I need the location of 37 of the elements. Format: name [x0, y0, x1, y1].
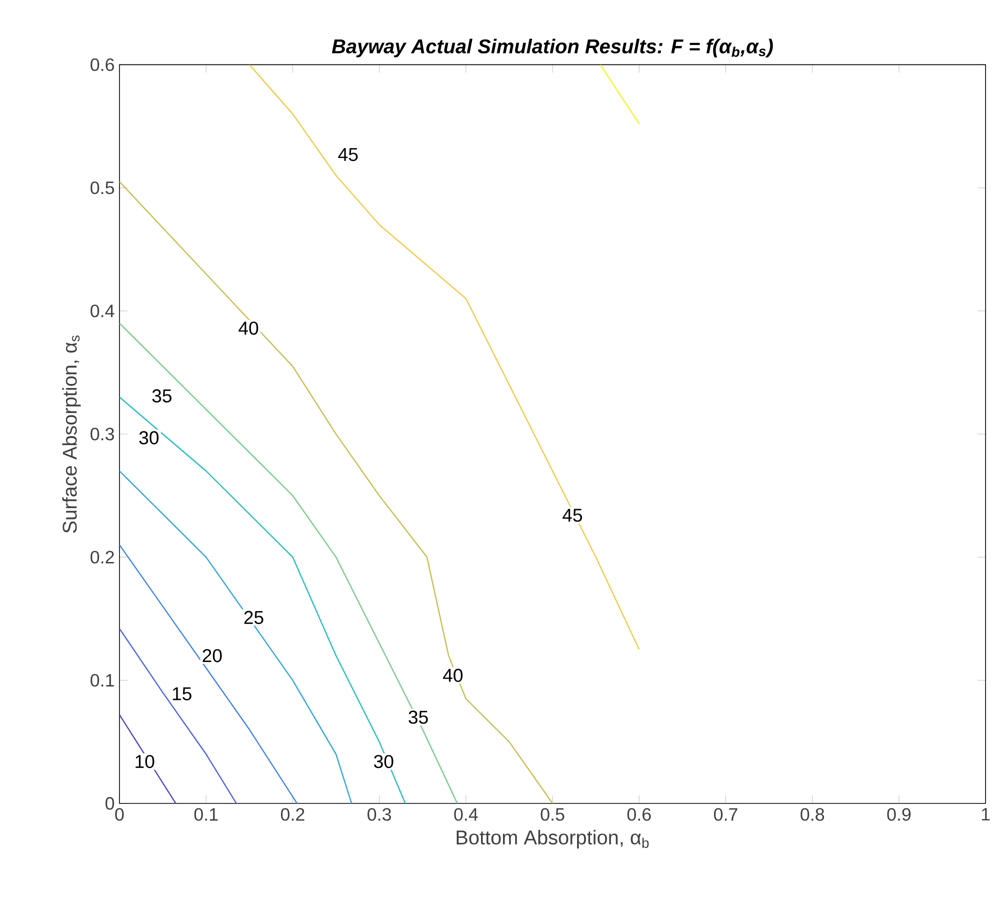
x-tick-label: 1	[982, 808, 990, 820]
y-tick-label: 0.2	[90, 550, 114, 564]
x-tick-label: 0.5	[540, 808, 564, 821]
y-axis-title: Surface Absorption, α$_{s}$	[62, 335, 81, 533]
x-axis-title: Bottom Absorption, α$_{b}$	[456, 830, 649, 848]
annotation: 30	[374, 754, 394, 768]
y-tick-label: 0.5	[90, 181, 114, 194]
annotation: 35	[152, 389, 172, 402]
x-tick-label: 0.1	[194, 808, 218, 821]
line-series	[119, 470, 352, 804]
annotation: 35	[408, 710, 428, 724]
y-tick-label: 0.1	[90, 674, 114, 687]
annotation: 20	[202, 649, 222, 662]
line-series	[119, 181, 554, 804]
line-series	[119, 628, 237, 804]
y-tick-label: 0.4	[90, 304, 114, 318]
x-tick-label: 0.7	[714, 808, 738, 821]
chart-title: Bayway Actual Simulation Results: F = f(α$_{b}$,α$_{s}$)	[332, 38, 773, 58]
y-tick-label: 0.6	[90, 58, 114, 72]
annotation: 30	[139, 431, 159, 444]
x-tick-label: 0	[115, 808, 124, 821]
annotation: 45	[338, 148, 358, 162]
annotation: 25	[244, 610, 264, 624]
x-tick-label: 0.2	[280, 808, 304, 821]
x-tick-label: 0.3	[368, 808, 391, 821]
y-tick-label: 0	[106, 797, 114, 810]
annotation: 40	[443, 668, 463, 682]
x-tick-label: 0.9	[887, 808, 911, 821]
line-series	[119, 544, 298, 804]
annotation: 40	[238, 322, 258, 335]
x-tick-label: 0.8	[800, 808, 824, 821]
x-tick-label: 0.6	[627, 808, 651, 821]
annotation: 10	[136, 754, 154, 768]
annotation: 15	[172, 687, 192, 700]
y-tick-label: 0.3	[90, 428, 114, 440]
x-tick-label: 0.4	[454, 808, 478, 821]
annotation: 45	[562, 508, 582, 522]
